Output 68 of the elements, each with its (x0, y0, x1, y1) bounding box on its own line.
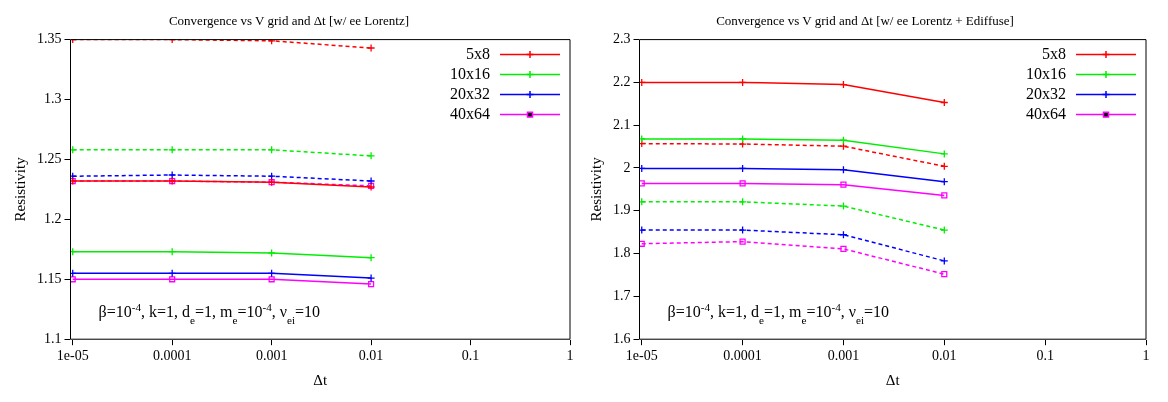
point (940, 225, 949, 235)
x-tick-label: 0.0001 (152, 348, 192, 364)
y-tick-label: 1.2 (44, 211, 62, 227)
y-tick-label: 2 (623, 159, 631, 175)
x-tick-label: 0.001 (255, 348, 288, 364)
x-tick-label: 1 (566, 348, 574, 364)
y-tick-label: 1.9 (613, 202, 631, 218)
point (940, 149, 949, 159)
y-tick-label: 1.1 (44, 330, 62, 346)
x-axis-title: Δt (885, 371, 901, 388)
legend-label: 5x8 (466, 44, 490, 62)
x-tick-label: 0.001 (827, 348, 860, 364)
y-tick-label: 1.8 (613, 245, 631, 261)
y-tick-label: 1.6 (613, 330, 631, 346)
point (739, 238, 746, 245)
point (639, 134, 646, 144)
chart-title: Convergence vs V grid and Δt [w/ ee Lorentz + Ediffuse] (716, 13, 1014, 29)
legend-label: 10x16 (1026, 64, 1066, 82)
x-tick-label: 0.01 (932, 348, 957, 364)
point (168, 145, 177, 154)
legend-label: 10x16 (450, 64, 490, 82)
legend-label: 5x8 (1042, 44, 1066, 62)
y-axis-title: Resistivity (11, 156, 28, 222)
point (70, 145, 77, 154)
point (366, 151, 376, 160)
x-axis-title: Δt (313, 371, 328, 388)
point (367, 280, 375, 288)
y-tick-label: 1.15 (37, 270, 62, 286)
legend-label: 20x32 (1026, 84, 1066, 102)
point (168, 170, 177, 180)
point (366, 176, 376, 186)
x-tick-label: 0.0001 (723, 348, 762, 364)
point (941, 192, 948, 199)
x-tick-label: 1e-05 (625, 348, 658, 364)
point (739, 180, 746, 187)
y-tick-label: 2.2 (613, 74, 631, 90)
point (268, 276, 275, 283)
point (366, 43, 376, 53)
y-tick-label: 1.7 (613, 288, 631, 304)
point (267, 145, 276, 154)
point (366, 253, 376, 262)
x-tick-label: 1 (1142, 348, 1150, 364)
point (840, 245, 847, 253)
point (738, 134, 747, 144)
y-tick-label: 1.25 (37, 151, 62, 167)
chart-title: Convergence vs V grid and Δt [w/ ee Lorentz] (168, 13, 410, 29)
point (169, 276, 176, 283)
y-tick-label: 2.1 (613, 116, 631, 132)
point (941, 271, 948, 278)
x-tick-label: 0.1 (461, 348, 480, 364)
point (940, 256, 949, 266)
point (639, 225, 646, 235)
y-tick-label: 1.35 (37, 31, 62, 47)
x-tick-label: 0.1 (1036, 348, 1054, 364)
point (738, 225, 747, 235)
point (738, 139, 747, 149)
x-tick-label: 1e-05 (56, 348, 89, 364)
y-tick-label: 1.3 (44, 91, 62, 107)
legend-label: 20x32 (450, 84, 490, 102)
point (267, 248, 276, 258)
y-tick-label: 2.3 (613, 31, 631, 47)
point (366, 273, 376, 283)
legend-label: 40x64 (450, 104, 490, 122)
point (840, 181, 847, 188)
y-axis-title: Resistivity (587, 156, 604, 222)
legend-label: 40x64 (1026, 104, 1066, 122)
x-tick-label: 0.01 (358, 348, 384, 364)
point (839, 201, 848, 211)
